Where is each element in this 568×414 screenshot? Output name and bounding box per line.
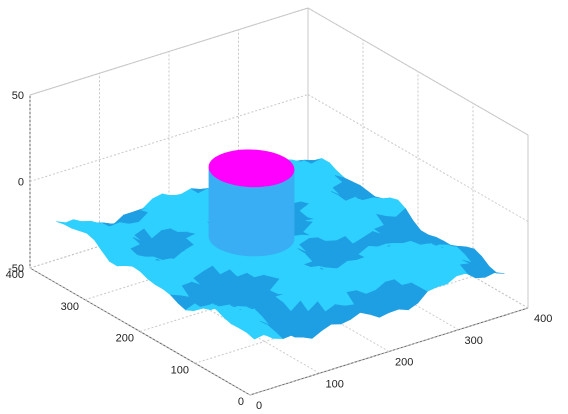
cylinder-layer (208, 149, 295, 257)
z-tick-label: -50 (8, 263, 24, 275)
x-tick-label: 0 (256, 400, 262, 412)
y-tick-label: 400 (6, 269, 24, 281)
z-tick-label: 0 (18, 177, 24, 189)
x-tick-label: 400 (534, 313, 552, 325)
grid-line (29, 7, 309, 96)
z-tick-label: 50 (12, 90, 24, 102)
surface-patch (487, 270, 505, 274)
y-tick-label: 200 (116, 333, 134, 345)
y-tick-label: 100 (171, 364, 189, 376)
grid-line (29, 94, 309, 182)
y-tick-label: 0 (238, 396, 244, 408)
cylinder-top (208, 149, 295, 188)
x-tick-label: 200 (395, 357, 413, 369)
y-tick-label: 300 (61, 301, 79, 313)
grid-line (249, 307, 529, 396)
x-tick-label: 300 (465, 335, 483, 347)
x-tick-label: 100 (326, 378, 344, 390)
